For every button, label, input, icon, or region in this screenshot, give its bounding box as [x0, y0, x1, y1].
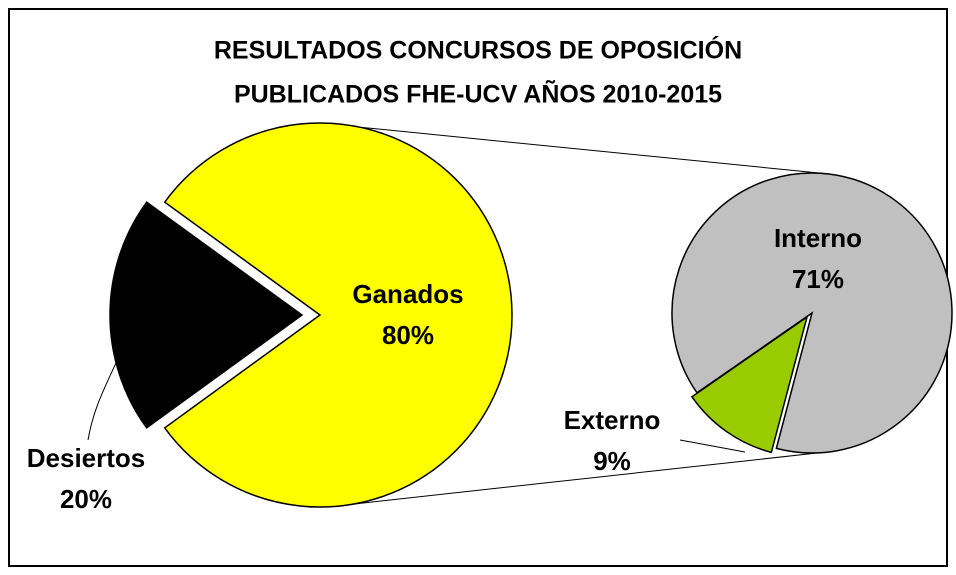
pie-slice — [109, 201, 304, 429]
pie-slice — [163, 122, 513, 508]
data-label: Desiertos — [27, 443, 146, 473]
pie-slice — [671, 172, 953, 454]
data-label: Interno — [774, 223, 862, 253]
data-label: Ganados — [352, 279, 463, 309]
leader-line — [679, 439, 746, 453]
data-label: 80% — [382, 320, 434, 350]
pie-slice — [690, 315, 809, 454]
chart-title: PUBLICADOS FHE-UCV AÑOS 2010-2015 — [234, 79, 722, 109]
data-label: 20% — [60, 484, 112, 514]
chart-title: RESULTADOS CONCURSOS DE OPOSICIÓN — [214, 35, 742, 65]
data-label: 71% — [792, 264, 844, 294]
data-label: Externo — [564, 405, 661, 435]
connector-line — [353, 450, 837, 505]
leader-line — [87, 334, 129, 441]
data-label: 9% — [593, 446, 631, 476]
connector-line — [359, 126, 827, 175]
